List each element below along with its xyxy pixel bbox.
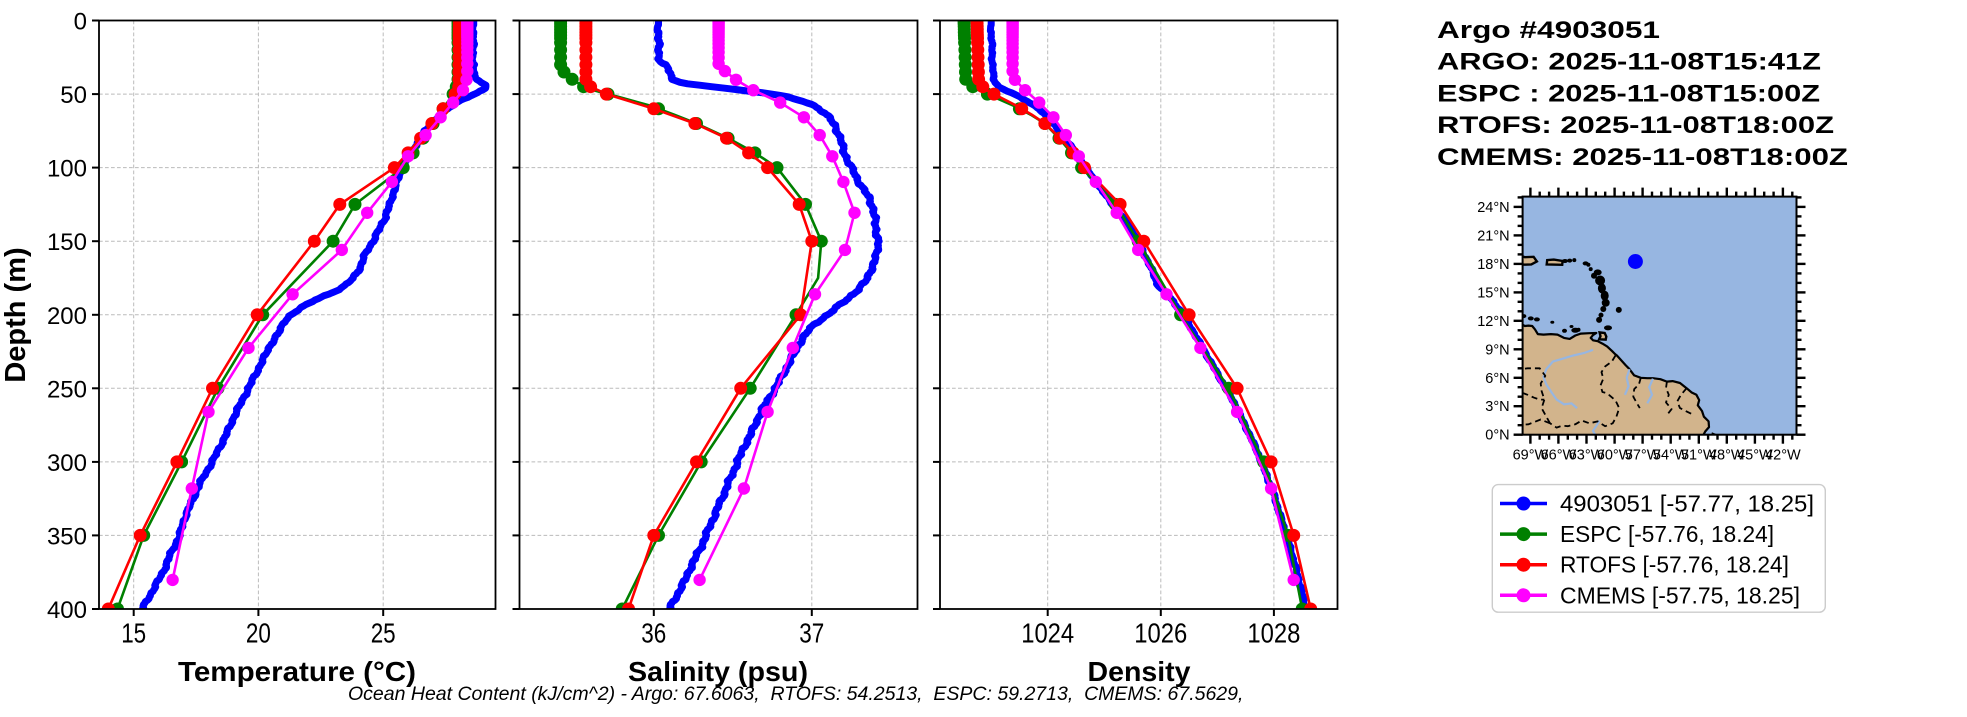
svg-text:Temperature (°C): Temperature (°C)	[178, 656, 416, 687]
svg-text:1026: 1026	[1134, 618, 1187, 649]
svg-text:Density: Density	[1088, 656, 1191, 687]
svg-text:45°W: 45°W	[1737, 448, 1773, 464]
svg-text:1024: 1024	[1021, 618, 1074, 649]
svg-text:63°W: 63°W	[1569, 448, 1605, 464]
svg-text:51°W: 51°W	[1681, 448, 1717, 464]
svg-text:48°W: 48°W	[1709, 448, 1745, 464]
svg-text:15°N: 15°N	[1477, 285, 1509, 301]
svg-text:Ocean Heat Content (kJ/cm^2) -: Ocean Heat Content (kJ/cm^2) - Argo: 67.…	[348, 683, 1243, 705]
svg-text:66°W: 66°W	[1541, 448, 1577, 464]
svg-text:250: 250	[47, 376, 87, 403]
svg-text:CMEMS: 2025-11-08T18:00Z: CMEMS: 2025-11-08T18:00Z	[1437, 144, 1848, 171]
svg-text:12°N: 12°N	[1477, 314, 1509, 330]
svg-text:0°N: 0°N	[1485, 428, 1509, 444]
svg-text:50: 50	[60, 82, 87, 109]
svg-text:1028: 1028	[1247, 618, 1300, 649]
svg-text:9°N: 9°N	[1485, 342, 1509, 358]
svg-text:150: 150	[47, 229, 87, 256]
svg-text:Depth (m): Depth (m)	[0, 247, 32, 382]
svg-text:42°W: 42°W	[1765, 448, 1801, 464]
svg-text:37: 37	[799, 618, 824, 649]
svg-text:RTOFS: 2025-11-08T18:00Z: RTOFS: 2025-11-08T18:00Z	[1437, 112, 1834, 139]
svg-text:ESPC : 2025-11-08T15:00Z: ESPC : 2025-11-08T15:00Z	[1437, 80, 1820, 107]
svg-text:36: 36	[641, 618, 666, 649]
svg-text:0: 0	[74, 9, 87, 36]
svg-text:ESPC [-57.76, 18.24]: ESPC [-57.76, 18.24]	[1560, 521, 1774, 547]
svg-text:25: 25	[371, 618, 396, 649]
svg-text:CMEMS [-57.75, 18.25]: CMEMS [-57.75, 18.25]	[1560, 582, 1800, 608]
svg-text:60°W: 60°W	[1597, 448, 1633, 464]
svg-text:20: 20	[246, 618, 271, 649]
svg-text:54°W: 54°W	[1653, 448, 1689, 464]
svg-text:RTOFS [-57.76, 18.24]: RTOFS [-57.76, 18.24]	[1560, 552, 1789, 578]
svg-text:24°N: 24°N	[1477, 200, 1509, 216]
svg-text:4903051 [-57.77, 18.25]: 4903051 [-57.77, 18.25]	[1560, 491, 1814, 517]
svg-text:400: 400	[47, 597, 87, 624]
svg-text:69°W: 69°W	[1513, 448, 1549, 464]
svg-text:3°N: 3°N	[1485, 399, 1509, 415]
svg-text:350: 350	[47, 523, 87, 550]
svg-text:21°N: 21°N	[1477, 228, 1509, 244]
svg-text:200: 200	[47, 303, 87, 330]
svg-text:18°N: 18°N	[1477, 257, 1509, 273]
svg-text:300: 300	[47, 450, 87, 477]
svg-text:ARGO: 2025-11-08T15:41Z: ARGO: 2025-11-08T15:41Z	[1437, 49, 1821, 76]
svg-text:6°N: 6°N	[1485, 371, 1509, 387]
svg-text:15: 15	[121, 618, 146, 649]
svg-text:Argo #4903051: Argo #4903051	[1437, 17, 1660, 44]
svg-text:57°W: 57°W	[1625, 448, 1661, 464]
svg-text:100: 100	[47, 156, 87, 183]
svg-text:Salinity (psu): Salinity (psu)	[628, 656, 808, 687]
